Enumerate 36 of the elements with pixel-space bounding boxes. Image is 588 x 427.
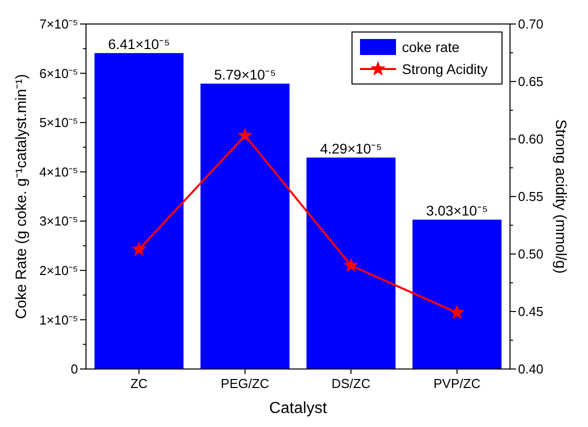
y-tick-label: 7×10⁻⁵ (39, 16, 78, 32)
x-tick-label: PVP/ZC (434, 376, 480, 391)
y-tick-label: 5×10⁻⁵ (39, 115, 78, 130)
point (237, 128, 253, 142)
bar (94, 53, 184, 369)
point (343, 258, 359, 272)
x-axis-title: Catalyst (269, 400, 328, 417)
data-label: 6.41×10⁻⁵ (108, 36, 170, 52)
y-axis-title: Coke Rate (g coke. g⁻¹catalyst.min⁻¹) (13, 74, 30, 320)
y-tick-label: 2×10⁻⁵ (39, 262, 78, 278)
y2-axis-title: Strong acidity (mmol/g) (552, 119, 569, 274)
y-tick-label: 1×10⁻⁵ (39, 312, 78, 328)
y2-tick-label: 0.50 (518, 246, 544, 262)
bar (412, 220, 502, 369)
bar (306, 158, 396, 369)
y2-tick-label: 0.65 (518, 74, 544, 90)
legend-label: Strong Acidity (402, 60, 488, 77)
y2-tick-label: 0.40 (518, 362, 544, 377)
y2-tick-label: 0.70 (518, 16, 544, 32)
y-tick-label: 4×10⁻⁵ (39, 164, 78, 180)
y2-tick-label: 0.60 (518, 132, 544, 147)
x-tick-label: PEG/ZC (220, 376, 270, 391)
y-tick-label: 6×10⁻⁵ (39, 66, 78, 81)
y-tick-label: 0 (70, 362, 78, 377)
point (449, 304, 465, 320)
data-label: 4.29×10⁻⁵ (320, 140, 382, 157)
y-tick-label: 3×10⁻⁵ (39, 214, 78, 229)
bar (200, 84, 290, 369)
legend-label: coke rate (402, 38, 460, 55)
y2-tick-label: 0.55 (518, 189, 544, 204)
point (131, 241, 147, 256)
x-tick-label: DS/ZC (332, 376, 370, 391)
data-label: 5.79×10⁻⁵ (214, 66, 276, 83)
data-label: 3.03×10⁻⁵ (426, 202, 488, 219)
x-tick-label: ZC (130, 376, 148, 391)
y2-tick-label: 0.45 (518, 304, 544, 320)
